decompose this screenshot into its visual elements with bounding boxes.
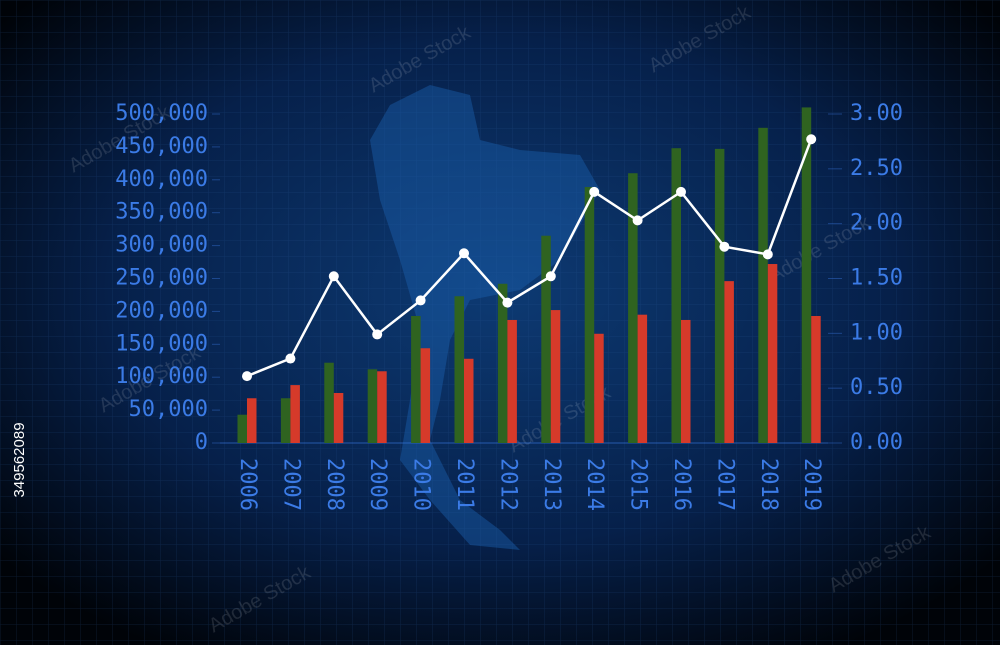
bar bbox=[333, 392, 344, 443]
y-tick-label: 150,000 bbox=[115, 331, 208, 356]
bar bbox=[637, 314, 648, 443]
line-point bbox=[502, 297, 513, 308]
bar bbox=[671, 148, 681, 443]
y2-tick-label: 2.00 bbox=[850, 211, 903, 236]
x-tick-label: 2016 bbox=[669, 458, 694, 511]
y-tick-label: 450,000 bbox=[115, 134, 208, 159]
bar bbox=[454, 296, 464, 443]
line bbox=[246, 138, 813, 378]
x-tick-label: 2010 bbox=[409, 458, 434, 511]
x-tick-label: 2009 bbox=[365, 458, 390, 511]
bar bbox=[464, 358, 474, 443]
line-point bbox=[545, 271, 556, 282]
bar bbox=[247, 398, 257, 443]
bar bbox=[681, 319, 691, 443]
x-tick-label: 2014 bbox=[582, 458, 607, 511]
x-tick-label: 2012 bbox=[495, 458, 520, 511]
line-point bbox=[242, 371, 252, 382]
image-id: 349562089 bbox=[11, 422, 28, 497]
x-tick-label: 2011 bbox=[452, 458, 477, 511]
y-tick-label: 400,000 bbox=[115, 167, 208, 192]
y-tick-label: 50,000 bbox=[129, 397, 208, 422]
bar bbox=[367, 369, 378, 443]
line-point bbox=[676, 186, 686, 197]
y2-tick-label: 0.00 bbox=[850, 430, 903, 455]
line-point bbox=[589, 186, 600, 197]
line-point bbox=[806, 134, 817, 145]
x-tick-label: 2013 bbox=[539, 458, 564, 511]
x-tick-label: 2018 bbox=[756, 458, 781, 511]
bar bbox=[550, 310, 561, 443]
bar bbox=[420, 348, 431, 443]
bar bbox=[628, 173, 638, 443]
x-tick-label: 2015 bbox=[626, 458, 651, 511]
y-tick-label: 500,000 bbox=[115, 101, 208, 126]
line-point bbox=[372, 329, 383, 340]
bar bbox=[584, 187, 595, 443]
y-tick-label: 300,000 bbox=[115, 233, 208, 258]
line-point bbox=[328, 271, 339, 282]
bar bbox=[541, 235, 551, 443]
line-point bbox=[415, 295, 426, 306]
bar bbox=[290, 385, 300, 443]
bar bbox=[324, 362, 334, 443]
y-tick-label: 0 bbox=[195, 430, 208, 455]
bar bbox=[811, 316, 821, 443]
bar bbox=[507, 319, 517, 443]
y2-tick-label: 1.50 bbox=[850, 266, 903, 291]
bar bbox=[724, 281, 734, 443]
bar bbox=[377, 371, 387, 443]
bar bbox=[280, 398, 291, 443]
bar bbox=[497, 283, 508, 443]
bar bbox=[767, 264, 778, 443]
line-point bbox=[762, 249, 773, 260]
bar bbox=[594, 333, 604, 443]
x-tick-label: 2007 bbox=[278, 458, 303, 511]
y-tick-label: 100,000 bbox=[115, 364, 208, 389]
y-tick-label: 350,000 bbox=[115, 200, 208, 225]
bar bbox=[801, 107, 812, 444]
bar bbox=[237, 414, 247, 443]
line-point bbox=[285, 353, 296, 364]
y2-tick-label: 2.50 bbox=[850, 156, 903, 181]
y2-tick-label: 3.00 bbox=[850, 101, 903, 126]
bar bbox=[758, 127, 768, 444]
x-tick-label: 2006 bbox=[235, 458, 260, 511]
bar bbox=[714, 148, 725, 443]
x-tick-label: 2008 bbox=[322, 458, 347, 511]
line-point bbox=[632, 215, 643, 226]
x-tick-label: 2017 bbox=[712, 458, 737, 511]
y-tick-label: 200,000 bbox=[115, 298, 208, 323]
y2-tick-label: 0.50 bbox=[850, 375, 903, 400]
x-tick-label: 2019 bbox=[799, 458, 824, 511]
line-point bbox=[459, 248, 469, 259]
bar bbox=[411, 316, 421, 443]
y2-tick-label: 1.00 bbox=[850, 320, 903, 345]
y-tick-label: 250,000 bbox=[115, 266, 208, 291]
line-point bbox=[719, 241, 730, 252]
